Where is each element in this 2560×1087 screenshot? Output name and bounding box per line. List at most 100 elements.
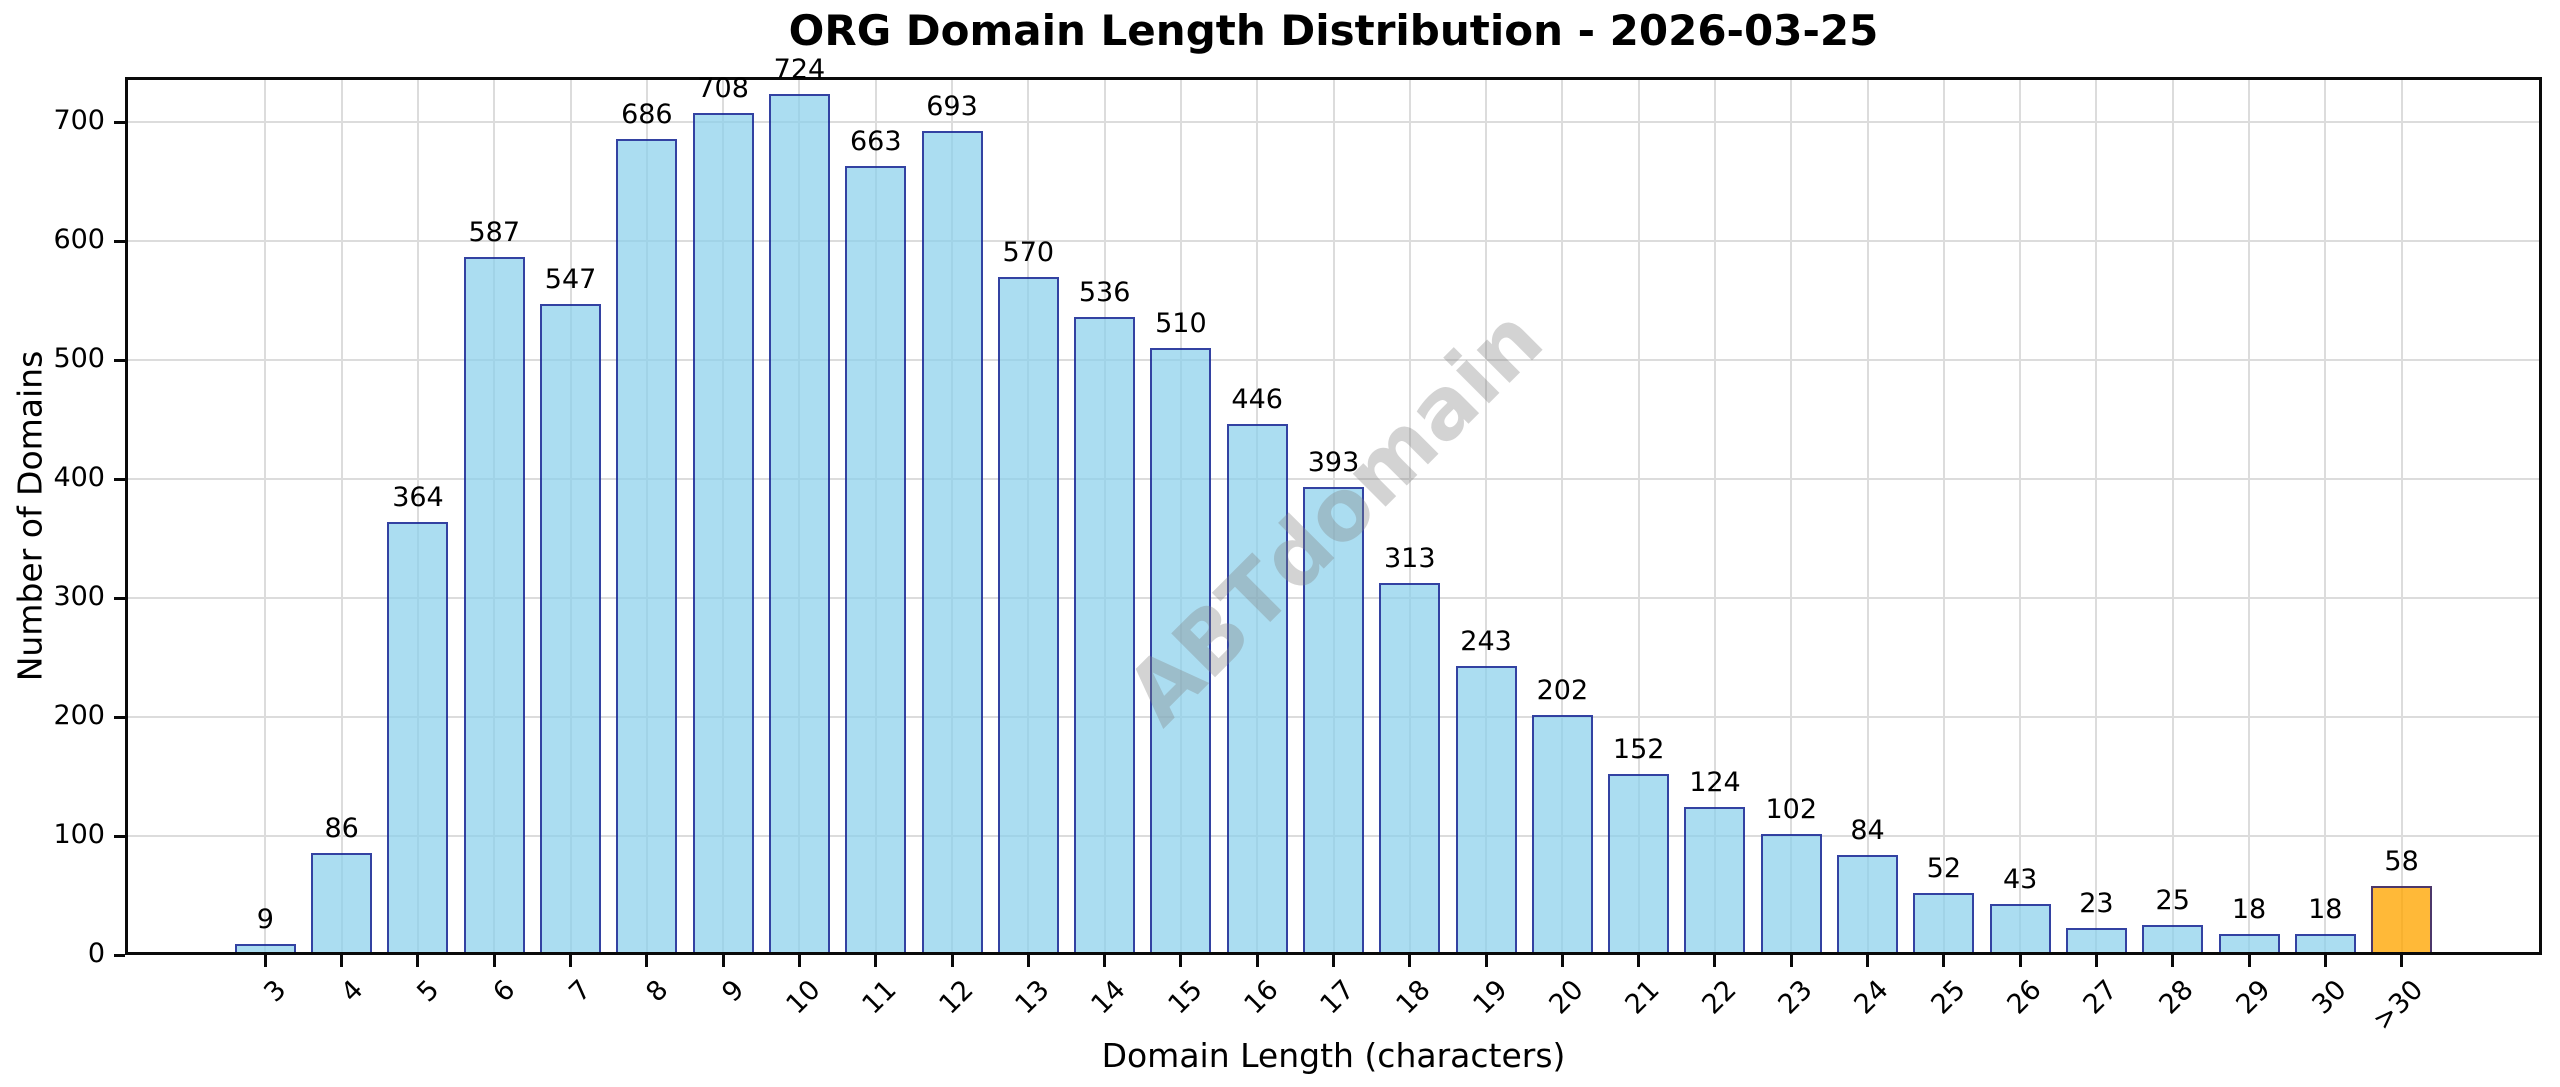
bar bbox=[1531, 714, 1593, 955]
gridline-vertical bbox=[1866, 77, 1869, 955]
bar-value-label: 393 bbox=[1307, 447, 1360, 479]
y-tick-mark bbox=[114, 120, 125, 124]
x-tick-label: 15 bbox=[1161, 974, 1209, 1021]
bar bbox=[311, 852, 373, 955]
x-tick-label: 29 bbox=[2230, 974, 2277, 1021]
gridline-vertical bbox=[1561, 77, 1564, 955]
bar-value-label: 243 bbox=[1460, 625, 1512, 657]
y-axis-label: Number of Domains bbox=[10, 350, 50, 682]
y-tick-mark bbox=[114, 596, 125, 600]
bar bbox=[234, 944, 296, 955]
bar bbox=[768, 93, 830, 955]
x-tick-label: 7 bbox=[563, 974, 598, 1009]
x-tick-mark bbox=[2018, 955, 2022, 967]
bar-value-label: 693 bbox=[926, 90, 978, 122]
gridline-vertical bbox=[2019, 77, 2022, 955]
bar-value-label: 708 bbox=[697, 72, 749, 104]
x-tick-mark bbox=[1484, 955, 1488, 967]
gridline-vertical bbox=[1790, 77, 1793, 955]
x-tick-mark bbox=[1255, 955, 1259, 967]
y-tick-label: 200 bbox=[53, 700, 105, 732]
x-tick-label: 28 bbox=[2153, 974, 2200, 1021]
bar-value-label: 102 bbox=[1765, 793, 1818, 825]
x-axis-label: Domain Length (characters) bbox=[1101, 1036, 1566, 1075]
x-tick-mark bbox=[1789, 955, 1793, 967]
bar bbox=[2065, 927, 2127, 955]
gridline-vertical bbox=[2400, 77, 2403, 955]
x-tick-mark bbox=[263, 955, 267, 967]
bar-value-label: 510 bbox=[1155, 308, 1207, 340]
y-tick-label: 0 bbox=[87, 938, 105, 969]
y-tick-mark bbox=[114, 953, 125, 957]
gridline-vertical bbox=[2171, 77, 2174, 955]
x-tick-label: 6 bbox=[487, 974, 522, 1009]
x-tick-label: 8 bbox=[639, 974, 675, 1009]
y-tick-mark bbox=[114, 477, 125, 481]
bar-value-label: 124 bbox=[1689, 767, 1741, 799]
x-tick-label: 23 bbox=[1772, 974, 1819, 1021]
x-tick-mark bbox=[874, 955, 878, 967]
gridline-vertical bbox=[1485, 77, 1488, 955]
bar bbox=[1684, 807, 1746, 955]
bar-value-label: 686 bbox=[621, 98, 673, 130]
x-tick-mark bbox=[797, 955, 801, 967]
bar-value-label: 58 bbox=[2384, 845, 2419, 877]
x-tick-mark bbox=[1942, 955, 1946, 967]
y-tick-label: 100 bbox=[53, 819, 105, 851]
bar-value-label: 9 bbox=[256, 904, 274, 936]
y-tick-mark bbox=[114, 358, 125, 362]
bar bbox=[1455, 665, 1517, 955]
bar bbox=[1379, 582, 1441, 955]
x-tick-mark bbox=[645, 955, 649, 967]
x-tick-mark bbox=[1637, 955, 1641, 967]
bar-value-label: 18 bbox=[2308, 893, 2343, 925]
x-tick-mark bbox=[1332, 955, 1335, 967]
y-tick-label: 500 bbox=[53, 343, 105, 375]
y-tick-mark bbox=[114, 239, 125, 243]
x-tick-mark bbox=[1866, 955, 1870, 967]
gridline-vertical bbox=[2095, 77, 2098, 955]
gridline-vertical bbox=[2248, 77, 2251, 955]
bar-value-label: 570 bbox=[1002, 236, 1055, 268]
x-tick-mark bbox=[416, 955, 420, 967]
x-tick-label: >30 bbox=[2366, 974, 2429, 1037]
x-tick-label: 4 bbox=[334, 974, 369, 1009]
bar-value-label: 536 bbox=[1078, 277, 1131, 309]
bar bbox=[2218, 933, 2280, 955]
gridline-vertical bbox=[2324, 77, 2327, 955]
gridline-vertical bbox=[1942, 77, 1945, 955]
x-tick-mark bbox=[1179, 955, 1183, 967]
bar bbox=[1226, 424, 1288, 955]
x-tick-label: 20 bbox=[1543, 974, 1590, 1021]
bar-value-label: 202 bbox=[1536, 674, 1589, 706]
x-tick-label: 27 bbox=[2077, 974, 2124, 1021]
bar bbox=[997, 276, 1059, 955]
x-tick-label: 19 bbox=[1467, 974, 1514, 1021]
x-tick-label: 25 bbox=[1924, 974, 1972, 1021]
bar-value-label: 547 bbox=[544, 264, 597, 296]
x-tick-label: 16 bbox=[1238, 974, 1285, 1021]
bar bbox=[616, 138, 678, 955]
x-tick-mark bbox=[1560, 955, 1564, 967]
bar bbox=[845, 166, 907, 955]
x-tick-label: 12 bbox=[933, 974, 980, 1021]
x-tick-mark bbox=[2323, 955, 2327, 967]
x-tick-label: 17 bbox=[1314, 974, 1361, 1021]
x-tick-label: 18 bbox=[1390, 974, 1438, 1021]
y-tick-label: 700 bbox=[53, 105, 105, 137]
bar bbox=[1074, 317, 1136, 955]
bar-value-label: 23 bbox=[2079, 887, 2114, 919]
y-tick-label: 300 bbox=[53, 581, 105, 613]
x-tick-label: 14 bbox=[1085, 974, 1132, 1021]
x-tick-mark bbox=[721, 955, 725, 967]
bar bbox=[1989, 903, 2051, 955]
bar-value-label: 313 bbox=[1384, 542, 1436, 574]
x-tick-mark bbox=[950, 955, 954, 967]
x-tick-label: 5 bbox=[411, 974, 446, 1009]
bar-value-label: 84 bbox=[1850, 815, 1885, 847]
x-tick-label: 13 bbox=[1009, 974, 1056, 1021]
gridline-vertical bbox=[1637, 77, 1640, 955]
chart-title: ORG Domain Length Distribution - 2026-03… bbox=[788, 6, 1879, 55]
x-tick-label: 10 bbox=[780, 974, 827, 1021]
